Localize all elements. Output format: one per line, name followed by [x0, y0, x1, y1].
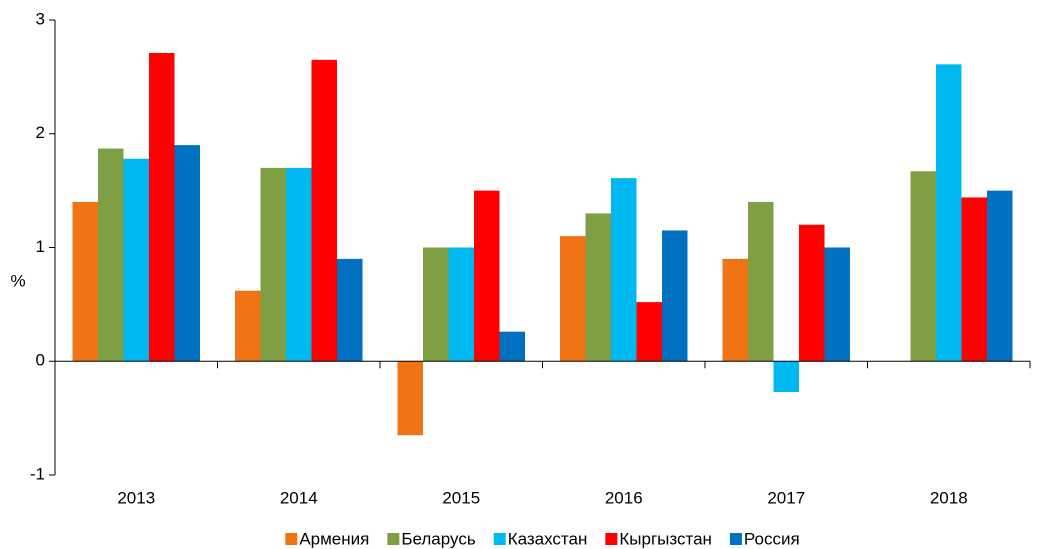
x-tick-label: 2018	[930, 488, 968, 507]
bar	[748, 202, 774, 362]
bar	[560, 236, 586, 362]
legend-label: Россия	[744, 529, 800, 548]
bar	[423, 247, 449, 362]
bar	[174, 145, 200, 362]
x-tick-label: 2017	[767, 488, 805, 507]
bar	[235, 290, 261, 362]
bar	[961, 197, 987, 362]
bar	[286, 167, 312, 362]
legend-label: Армения	[299, 529, 369, 548]
legend-swatch	[729, 533, 742, 545]
y-axis-label: %	[10, 271, 25, 290]
bar	[98, 148, 124, 362]
x-tick-label: 2015	[442, 488, 480, 507]
legend-swatch	[493, 533, 506, 545]
x-tick-label: 2014	[280, 488, 318, 507]
bar	[149, 52, 175, 362]
bar	[910, 171, 936, 362]
y-tick-label: 1	[36, 237, 45, 256]
y-tick-label: -1	[30, 464, 45, 483]
y-tick-label: 2	[36, 123, 45, 142]
bar	[337, 258, 363, 362]
bar	[987, 190, 1013, 362]
y-tick-label: 0	[36, 351, 45, 370]
bar	[72, 202, 98, 362]
bar	[474, 190, 500, 362]
legend-swatch	[387, 533, 400, 545]
bar	[824, 247, 850, 362]
y-tick-label: 3	[36, 9, 45, 28]
bar	[397, 361, 423, 436]
legend-swatch	[285, 533, 298, 545]
bar	[123, 158, 149, 362]
legend-swatch	[605, 533, 618, 545]
bar	[936, 64, 962, 362]
bar	[499, 331, 525, 362]
legend-label: Казахстан	[508, 529, 588, 548]
bar	[799, 224, 825, 362]
bar	[662, 230, 688, 362]
bar	[311, 59, 337, 362]
x-tick-label: 2013	[117, 488, 155, 507]
bar	[636, 302, 662, 362]
legend-label: Беларусь	[401, 529, 475, 548]
bar	[448, 247, 474, 362]
bar	[611, 178, 637, 362]
x-tick-label: 2016	[605, 488, 643, 507]
bar	[773, 361, 799, 392]
bar	[585, 213, 611, 362]
legend-label: Кыргызстан	[619, 529, 712, 548]
bar	[722, 258, 748, 362]
bar	[260, 167, 286, 362]
